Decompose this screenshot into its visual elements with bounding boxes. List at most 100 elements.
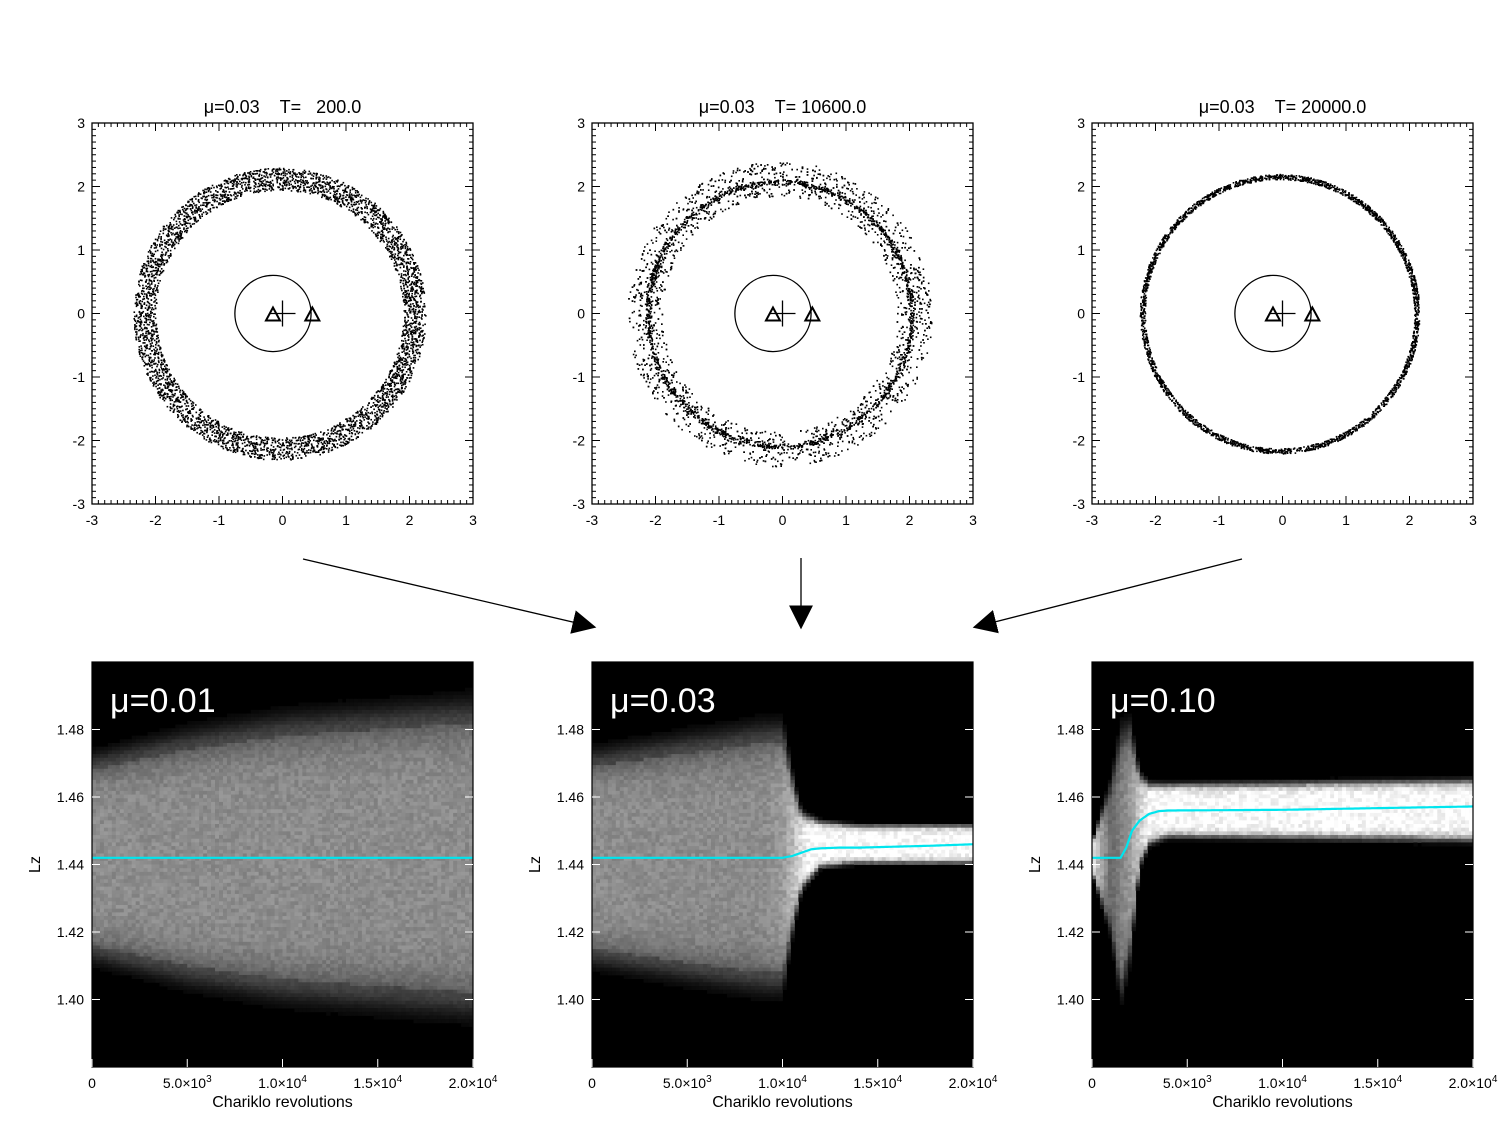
ring-particle	[422, 282, 424, 284]
ring-particle	[146, 363, 148, 365]
ring-particle	[162, 371, 164, 373]
ring-particle	[303, 187, 305, 189]
ring-particle	[379, 391, 381, 393]
ring-particle	[178, 216, 180, 218]
ring-particle	[170, 398, 172, 400]
ring-particle	[418, 280, 420, 282]
ring-particle	[342, 203, 344, 205]
ring-particle	[165, 387, 167, 389]
ring-particle	[419, 332, 421, 334]
ring-particle	[265, 184, 267, 186]
ring-particle	[397, 367, 399, 369]
ring-particle	[266, 450, 268, 452]
ring-particle	[402, 362, 404, 364]
ring-particle	[145, 333, 147, 335]
ring-particle	[153, 320, 155, 322]
ring-particle	[249, 179, 251, 181]
ring-particle	[415, 277, 417, 279]
ring-particle	[384, 402, 386, 404]
ring-particle	[407, 339, 409, 341]
ring-particle	[263, 175, 265, 177]
ring-particle	[301, 448, 303, 450]
ring-particle	[237, 195, 239, 197]
ring-particle	[243, 439, 245, 441]
ring-particle	[225, 187, 227, 189]
ring-particle	[421, 311, 423, 313]
ring-particle	[406, 282, 408, 284]
ring-particle	[188, 426, 190, 428]
ring-particle	[256, 435, 258, 437]
ring-particle	[147, 324, 149, 326]
ring-particle	[157, 285, 159, 287]
ring-particle	[311, 191, 313, 193]
ring-particle	[416, 318, 418, 320]
ring-particle	[311, 178, 313, 180]
ring-particle	[170, 396, 172, 398]
ring-particle	[173, 384, 175, 386]
ring-particle	[419, 296, 421, 298]
ring-particle	[382, 385, 384, 387]
ring-particle	[154, 340, 156, 342]
ring-particle	[382, 390, 384, 392]
ring-particle	[149, 303, 151, 305]
ring-particle	[172, 382, 174, 384]
ring-particle	[153, 371, 155, 373]
ring-particle	[157, 239, 159, 241]
ring-particle	[187, 421, 189, 423]
ring-particle	[150, 343, 152, 345]
ring-particle	[290, 180, 292, 182]
ring-particle	[328, 176, 330, 178]
ring-particle	[355, 209, 357, 211]
ring-particle	[153, 345, 155, 347]
ring-particle	[284, 454, 286, 456]
ring-particle	[134, 316, 136, 318]
ring-particle	[163, 263, 165, 265]
ring-particle	[412, 289, 414, 291]
ring-particle	[402, 296, 404, 298]
ring-particle	[172, 229, 174, 231]
ring-particle	[376, 411, 378, 413]
ring-particle	[328, 433, 330, 435]
ring-particle	[406, 377, 408, 379]
ring-particle	[359, 428, 361, 430]
ring-particle	[239, 174, 241, 176]
ring-particle	[204, 192, 206, 194]
ring-particle	[292, 171, 294, 173]
ring-particle	[153, 290, 155, 292]
ring-particle	[418, 269, 420, 271]
ring-particle	[156, 299, 158, 301]
ring-particle	[178, 400, 180, 402]
ring-particle	[229, 440, 231, 442]
ring-particle	[266, 441, 268, 443]
ring-particle	[396, 245, 398, 247]
ring-particle	[231, 195, 233, 197]
ring-particle	[385, 223, 387, 225]
ring-particle	[207, 428, 209, 430]
ring-particle	[412, 319, 414, 321]
ring-particle	[163, 369, 165, 371]
ring-particle	[334, 198, 336, 200]
ring-particle	[213, 187, 215, 189]
ring-particle	[156, 366, 158, 368]
ring-particle	[195, 196, 197, 198]
ring-particle	[135, 297, 137, 299]
ring-particle	[160, 394, 162, 396]
ring-particle	[349, 439, 351, 441]
ring-particle	[373, 213, 375, 215]
ring-particle	[337, 186, 339, 188]
ring-particle	[300, 179, 302, 181]
ring-particle	[188, 220, 190, 222]
ring-particle	[372, 227, 374, 229]
ring-particle	[315, 440, 317, 442]
ring-particle	[252, 173, 254, 175]
ring-particle	[167, 248, 169, 250]
ring-particle	[203, 212, 205, 214]
ring-particle	[298, 185, 300, 187]
ring-particle	[151, 283, 153, 285]
ring-particle	[368, 423, 370, 425]
ring-particle	[235, 193, 237, 195]
ring-particle	[230, 440, 232, 442]
ring-particle	[189, 410, 191, 412]
ring-particle	[334, 439, 336, 441]
ring-particle	[296, 455, 298, 457]
